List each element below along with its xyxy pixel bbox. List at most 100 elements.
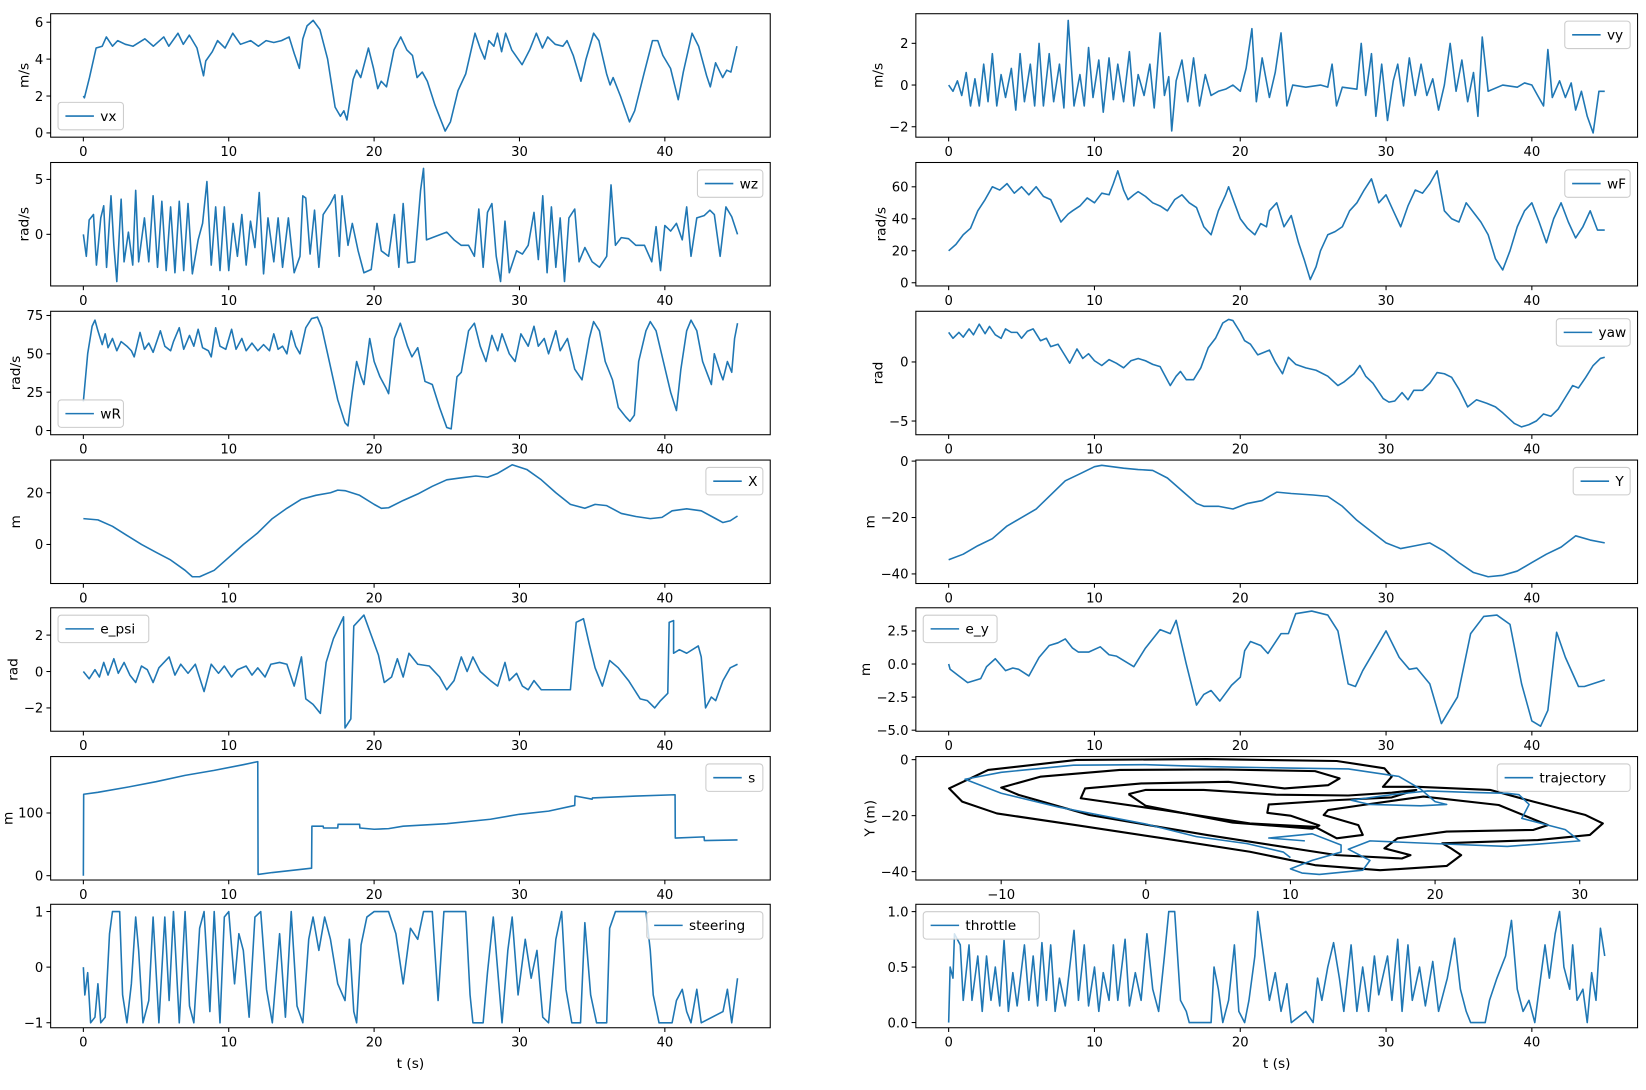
- y-tick-label: 1: [35, 905, 43, 920]
- series-line-wr: [82, 316, 739, 430]
- legend-label: X: [748, 474, 757, 490]
- y-axis-label: Y (m): [862, 800, 878, 838]
- track-boundary-line: [1000, 768, 1549, 860]
- y-tick-label: 0: [35, 869, 43, 884]
- x-tick-label: 0: [79, 1036, 87, 1051]
- x-tick-label: 20: [366, 1036, 383, 1051]
- y-tick-label: 0.0: [888, 1016, 909, 1031]
- x-tick-label: 20: [366, 145, 383, 160]
- legend-label: s: [748, 770, 755, 786]
- axes-frame: [915, 161, 1639, 287]
- y-tick-label: −1: [24, 1016, 43, 1031]
- legend-label: Y: [1614, 474, 1624, 490]
- y-axis-label: rad/s: [873, 207, 889, 242]
- y-tick-label: −5: [889, 415, 908, 430]
- x-tick-label: 30: [511, 443, 528, 458]
- y-tick-label: 0.5: [888, 961, 909, 976]
- x-tick-label: 0: [944, 145, 952, 160]
- x-tick-label: 40: [1523, 592, 1540, 607]
- x-tick-label: 0: [79, 294, 87, 309]
- legend: trajectory: [1496, 763, 1631, 792]
- series-line-y: [948, 464, 1605, 578]
- x-tick-label: 0: [79, 443, 87, 458]
- x-tick-label: 10: [1086, 739, 1103, 754]
- axes-frame: [915, 13, 1639, 138]
- y-tick-label: 2: [35, 629, 43, 644]
- y-tick-label: 2: [900, 37, 908, 52]
- x-tick-label: 0: [944, 592, 952, 607]
- track-boundary-line: [1127, 788, 1418, 830]
- x-tick-label: 30: [511, 1036, 528, 1051]
- y-tick-label: 6: [35, 16, 43, 31]
- series-line-e-y: [947, 610, 1605, 727]
- series-line-wf: [948, 170, 1605, 281]
- y-tick-label: 75: [26, 309, 43, 324]
- x-tick-label: 30: [511, 145, 528, 160]
- x-tick-label: 20: [1232, 592, 1249, 607]
- legend-label: wF: [1607, 176, 1626, 192]
- legend: wF: [1564, 169, 1631, 198]
- subplot-4: 0 10 20 30 40 0 25 50 75 rad/s wR: [8, 309, 771, 458]
- x-tick-label: 30: [1378, 592, 1395, 607]
- x-tick-label: 40: [1523, 443, 1540, 458]
- x-tick-label: 10: [1086, 592, 1103, 607]
- y-tick-label: −2: [889, 120, 908, 135]
- x-tick-label: 20: [366, 888, 383, 903]
- y-tick-label: −20: [881, 511, 909, 526]
- legend-box: [646, 911, 764, 940]
- x-tick-label: 20: [1232, 1036, 1249, 1051]
- y-tick-label: −40: [881, 865, 909, 880]
- x-tick-label: −10: [987, 888, 1015, 903]
- x-tick-label: 40: [656, 145, 673, 160]
- series-line-steering: [82, 910, 739, 1024]
- legend-label: wz: [740, 176, 758, 192]
- y-tick-label: 0: [900, 455, 908, 470]
- x-tick-label: 30: [511, 888, 528, 903]
- y-tick-label: 0: [900, 79, 908, 94]
- series-line-trajectory: [964, 763, 1581, 876]
- subplot-2: 0 10 20 30 40 0 5 rad/s wz: [16, 161, 771, 309]
- axes-frame: [50, 310, 771, 436]
- y-tick-label: 50: [26, 348, 43, 363]
- y-tick-label: 0: [35, 228, 43, 243]
- legend: Y: [1572, 466, 1631, 496]
- x-tick-label: 30: [1378, 443, 1395, 458]
- x-tick-label: 10: [220, 145, 237, 160]
- x-tick-label: 10: [220, 1036, 237, 1051]
- series-line-e-psi: [82, 614, 738, 729]
- subplot-5: 0 10 20 30 40 −5 0 rad yaw: [871, 310, 1639, 458]
- legend-box: [57, 614, 150, 644]
- legend: wz: [696, 169, 764, 198]
- legend: X: [705, 466, 764, 496]
- y-axis-label: m/s: [16, 63, 32, 88]
- x-axis-label: t (s): [397, 1056, 425, 1072]
- x-tick-label: 40: [1523, 739, 1540, 754]
- y-tick-label: 0: [35, 127, 43, 142]
- y-axis-label: m: [858, 663, 874, 676]
- legend: s: [705, 763, 764, 792]
- y-tick-label: 0: [35, 538, 43, 553]
- x-tick-label: 20: [1232, 145, 1249, 160]
- y-tick-label: 4: [35, 53, 43, 68]
- series-line-wz: [82, 167, 739, 283]
- series-line-yaw: [948, 318, 1605, 428]
- y-tick-label: 0: [900, 277, 908, 292]
- axes-frame: [915, 310, 1639, 436]
- y-tick-label: 2: [35, 90, 43, 105]
- x-tick-label: 30: [1378, 1036, 1395, 1051]
- y-axis-label: m: [1, 812, 17, 825]
- legend-label: throttle: [965, 918, 1016, 934]
- legend-box: [922, 614, 998, 644]
- y-tick-label: −2: [24, 702, 43, 717]
- axes-frame: [50, 161, 771, 287]
- legend-label: vx: [100, 109, 116, 125]
- x-tick-label: 40: [656, 294, 673, 309]
- x-tick-label: 20: [366, 592, 383, 607]
- subplot-0: 0 10 20 30 40 0 2 4 6 m/s vx: [16, 13, 771, 160]
- x-tick-label: 10: [1086, 1036, 1103, 1051]
- y-tick-label: 0: [35, 961, 43, 976]
- subplot-7: 0 10 20 30 40 −40 −20 0 m Y: [862, 455, 1639, 607]
- y-tick-label: 0: [900, 356, 908, 371]
- legend: vx: [57, 101, 124, 131]
- x-tick-label: 40: [656, 739, 673, 754]
